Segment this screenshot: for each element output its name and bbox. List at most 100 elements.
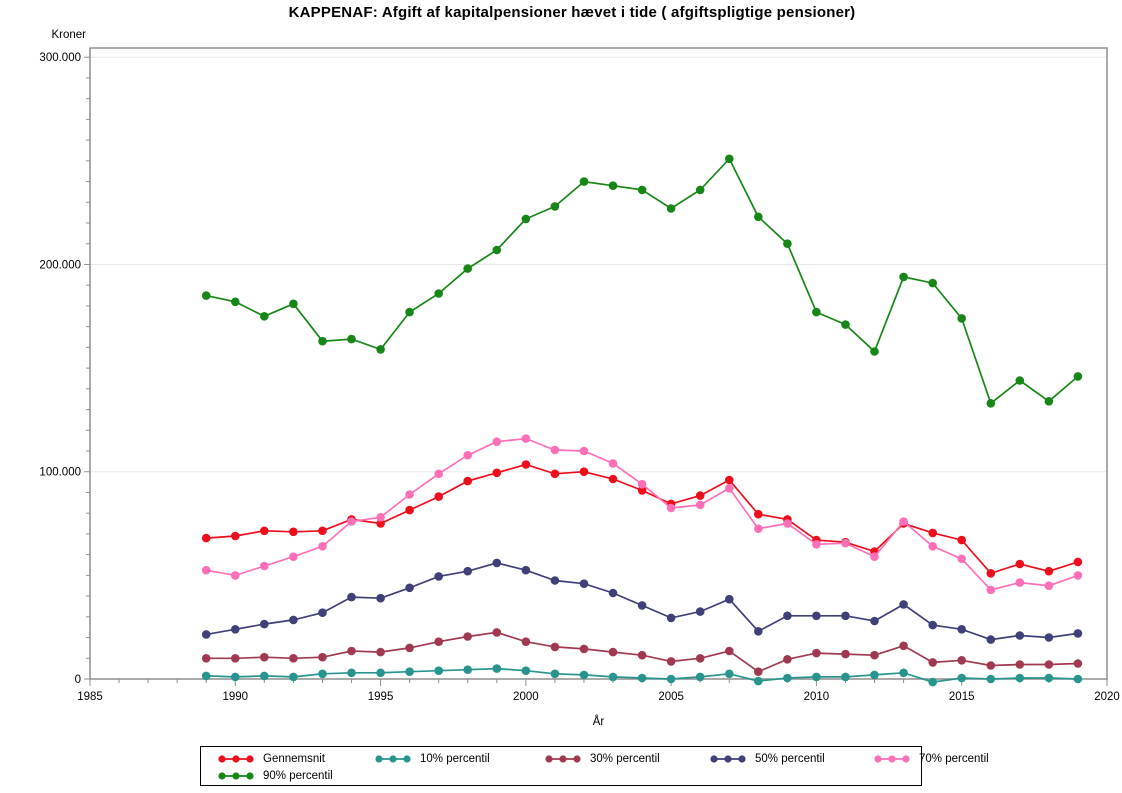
- data-point: [986, 399, 996, 408]
- x-tick-label: 1990: [222, 691, 248, 703]
- x-axis-label: År: [592, 716, 605, 728]
- legend: Gennemsnit 10% percentil 30% percentil 50% …: [200, 746, 989, 786]
- legend-label: 70% percentil: [919, 753, 989, 765]
- legend-marker: [710, 755, 746, 763]
- data-point: [260, 619, 269, 629]
- data-point: [434, 572, 444, 581]
- data-point: [376, 647, 385, 657]
- data-point: [754, 676, 763, 686]
- data-point: [405, 505, 414, 515]
- data-point: [289, 552, 298, 561]
- data-point: [783, 239, 792, 248]
- data-point: [928, 278, 937, 288]
- data-point: [870, 347, 879, 356]
- data-point: [637, 486, 647, 495]
- data-point: [870, 670, 879, 680]
- data-point: [550, 642, 560, 652]
- data-point: [986, 585, 996, 595]
- data-point: [289, 615, 298, 625]
- data-point: [666, 657, 676, 666]
- data-point: [434, 637, 444, 646]
- data-point: [1073, 557, 1083, 567]
- data-point: [318, 669, 327, 679]
- data-point: [957, 656, 966, 665]
- data-point: [405, 490, 414, 499]
- data-point: [1073, 659, 1083, 668]
- data-point: [957, 554, 966, 564]
- data-point: [899, 517, 908, 526]
- legend-item-50-percentil: 50% percentil: [708, 751, 825, 767]
- data-point: [289, 299, 298, 309]
- data-point: [579, 467, 589, 477]
- y-tick-label: 100.000: [39, 467, 81, 479]
- data-point: [231, 571, 240, 580]
- data-point: [957, 314, 966, 323]
- legend-item-90-percentil: 90% percentil: [216, 768, 333, 784]
- data-point: [201, 533, 211, 543]
- data-point: [812, 672, 821, 682]
- data-point: [812, 611, 821, 621]
- data-point: [754, 667, 763, 676]
- legend-marker: [218, 772, 254, 780]
- data-point: [347, 646, 356, 656]
- data-point: [521, 214, 531, 224]
- x-tick-label: 2015: [949, 691, 975, 703]
- data-point: [666, 674, 676, 684]
- legend-marker: [218, 755, 254, 763]
- data-point: [463, 264, 473, 273]
- data-point: [608, 474, 618, 484]
- data-point: [957, 625, 966, 634]
- data-point: [463, 566, 473, 576]
- data-point: [1073, 571, 1083, 580]
- data-point: [579, 670, 589, 680]
- data-point: [725, 475, 734, 485]
- data-point: [376, 513, 385, 522]
- data-point: [725, 646, 734, 656]
- x-tick-label: 1995: [368, 691, 394, 703]
- data-point: [521, 460, 531, 469]
- data-point: [754, 627, 763, 636]
- legend-item-10-percentil: 10% percentil: [373, 751, 490, 767]
- data-point: [986, 661, 996, 670]
- data-point: [608, 588, 618, 598]
- data-point: [550, 576, 560, 585]
- data-point: [986, 674, 996, 684]
- data-point: [492, 468, 502, 478]
- data-point: [405, 583, 414, 593]
- data-point: [725, 484, 734, 493]
- data-point: [405, 667, 414, 676]
- data-point: [463, 665, 473, 674]
- legend-marker: [545, 755, 581, 763]
- data-point: [870, 650, 879, 660]
- data-point: [986, 569, 996, 578]
- data-point: [434, 289, 444, 298]
- data-point: [201, 565, 211, 575]
- data-point: [347, 592, 356, 602]
- data-point: [347, 517, 356, 526]
- data-point: [783, 519, 792, 528]
- data-point: [318, 336, 327, 346]
- data-point: [521, 565, 531, 575]
- data-point: [637, 479, 647, 489]
- data-point: [1073, 372, 1083, 381]
- data-point: [754, 509, 763, 519]
- data-point: [318, 526, 327, 536]
- legend-label: 30% percentil: [590, 753, 660, 765]
- data-point: [957, 535, 966, 545]
- data-point: [666, 613, 676, 623]
- data-point: [376, 593, 385, 603]
- y-tick-label: 0: [75, 674, 81, 686]
- data-point: [841, 538, 850, 548]
- data-point: [928, 542, 937, 551]
- data-point: [579, 579, 589, 588]
- data-point: [260, 652, 269, 662]
- data-point: [1015, 631, 1025, 640]
- data-point: [957, 673, 966, 683]
- data-point: [637, 650, 647, 660]
- data-point: [1015, 376, 1025, 385]
- data-point: [812, 307, 821, 317]
- data-point: [1015, 660, 1025, 669]
- data-point: [550, 202, 560, 211]
- data-point: [376, 519, 385, 528]
